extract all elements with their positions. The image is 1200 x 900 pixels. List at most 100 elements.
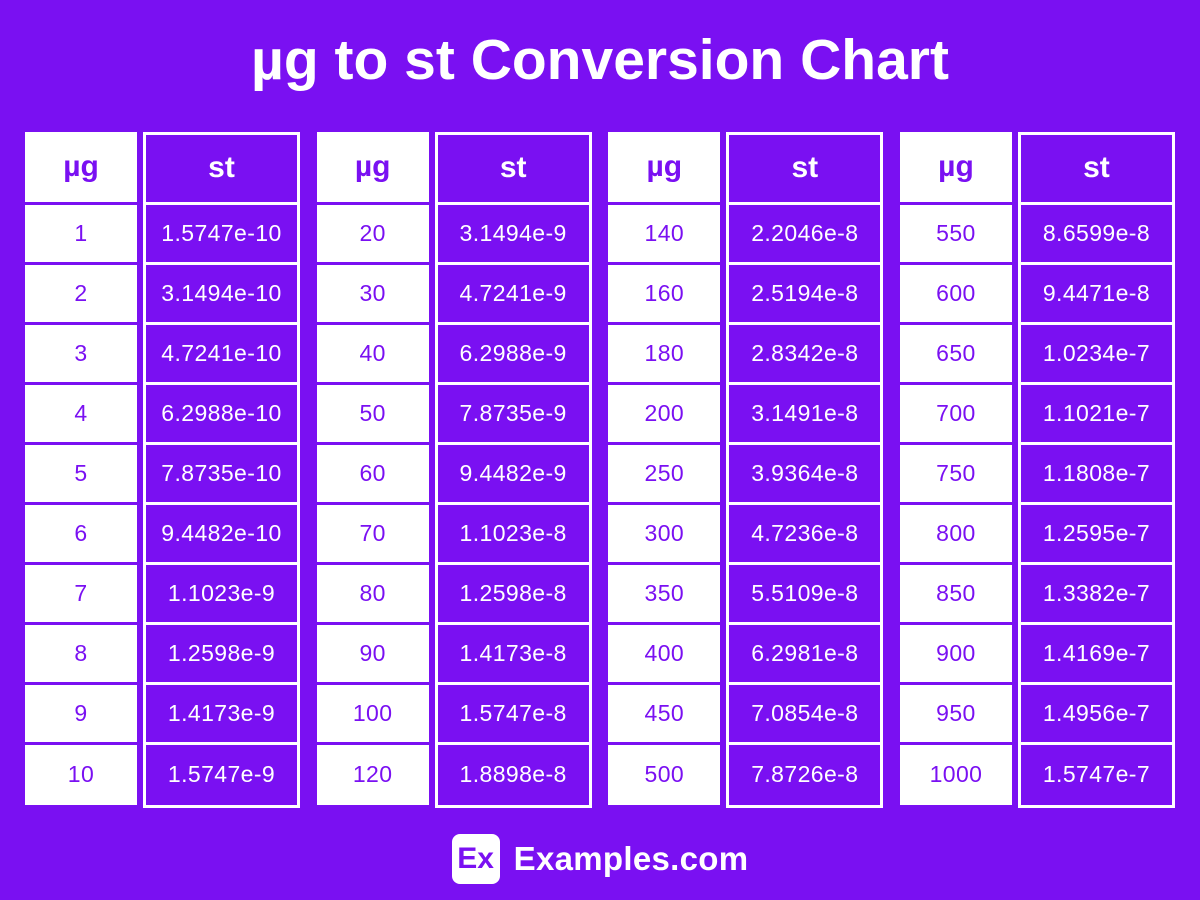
- ug-cell: 300: [608, 504, 721, 565]
- st-cell: 6.2988e-10: [146, 384, 297, 445]
- ug-cell: 60: [316, 444, 429, 505]
- ug-column: µg 550 600 650 700 750 800 850 900 950 1000: [899, 131, 1012, 808]
- ug-cell: 900: [899, 624, 1012, 685]
- st-cell: 1.5747e-7: [1020, 744, 1172, 805]
- ug-cell: 700: [899, 384, 1012, 445]
- ug-cell: 9: [25, 684, 137, 745]
- page-title: µg to st Conversion Chart: [251, 28, 949, 92]
- ug-cell: 8: [25, 624, 137, 685]
- ug-cell: 6: [25, 504, 137, 565]
- st-cell: 9.4482e-10: [146, 504, 297, 565]
- st-cell: 9.4482e-9: [437, 444, 589, 505]
- st-cell: 1.1023e-9: [146, 564, 297, 625]
- ug-cell: 120: [316, 744, 429, 805]
- st-cell: 1.0234e-7: [1020, 324, 1172, 385]
- ug-cell: 20: [316, 204, 429, 265]
- st-cell: 8.6599e-8: [1020, 204, 1172, 265]
- ug-cell: 850: [899, 564, 1012, 625]
- st-cell: 4.7236e-8: [729, 504, 881, 565]
- st-cell: 7.8735e-10: [146, 444, 297, 505]
- st-cell: 2.8342e-8: [729, 324, 881, 385]
- st-header-cell: st: [146, 134, 297, 205]
- st-header-cell: st: [437, 134, 589, 205]
- ug-cell: 4: [25, 384, 137, 445]
- st-cell: 3.1494e-10: [146, 264, 297, 325]
- footer-brand: Ex Examples.com: [0, 833, 1200, 884]
- ug-cell: 550: [899, 204, 1012, 265]
- st-cell: 1.2598e-8: [437, 564, 589, 625]
- st-header-cell: st: [1020, 134, 1172, 205]
- st-cell: 1.3382e-7: [1020, 564, 1172, 625]
- st-cell: 1.4169e-7: [1020, 624, 1172, 685]
- st-column: st 3.1494e-9 4.7241e-9 6.2988e-9 7.8735e-9 9.…: [434, 131, 592, 808]
- st-cell: 3.9364e-8: [729, 444, 881, 505]
- st-column: st 1.5747e-10 3.1494e-10 4.7241e-10 6.2988e-…: [143, 131, 300, 808]
- ug-cell: 2: [25, 264, 137, 325]
- ug-cell: 200: [608, 384, 721, 445]
- st-cell: 1.1808e-7: [1020, 444, 1172, 505]
- ug-header-cell: µg: [608, 131, 721, 205]
- st-cell: 4.7241e-9: [437, 264, 589, 325]
- st-cell: 5.5109e-8: [729, 564, 881, 625]
- ug-cell: 80: [316, 564, 429, 625]
- st-cell: 6.2988e-9: [437, 324, 589, 385]
- st-cell: 1.5747e-10: [146, 204, 297, 265]
- st-header-cell: st: [729, 134, 881, 205]
- st-cell: 2.2046e-8: [729, 204, 881, 265]
- ug-column: µg 20 30 40 50 60 70 80 90 100 120: [316, 131, 429, 808]
- ug-cell: 950: [899, 684, 1012, 745]
- st-column: st 8.6599e-8 9.4471e-8 1.0234e-7 1.1021e-7 1.…: [1017, 131, 1175, 808]
- st-cell: 4.7241e-10: [146, 324, 297, 385]
- brand-name: Examples.com: [513, 839, 749, 877]
- st-column: st 2.2046e-8 2.5194e-8 2.8342e-8 3.1491e-8 3.…: [726, 131, 884, 808]
- ug-cell: 160: [608, 264, 721, 325]
- st-cell: 1.5747e-9: [146, 744, 297, 805]
- st-cell: 3.1494e-9: [437, 204, 589, 265]
- ug-cell: 90: [316, 624, 429, 685]
- ug-cell: 7: [25, 564, 137, 625]
- st-cell: 7.8735e-9: [437, 384, 589, 445]
- ug-cell: 800: [899, 504, 1012, 565]
- ug-cell: 500: [608, 744, 721, 805]
- ug-cell: 100: [316, 684, 429, 745]
- st-cell: 7.0854e-8: [729, 684, 881, 745]
- ug-cell: 450: [608, 684, 721, 745]
- ug-header-cell: µg: [316, 131, 429, 205]
- ug-cell: 3: [25, 324, 137, 385]
- st-cell: 7.8726e-8: [729, 744, 881, 805]
- st-cell: 6.2981e-8: [729, 624, 881, 685]
- st-cell: 9.4471e-8: [1020, 264, 1172, 325]
- ug-cell: 5: [25, 444, 137, 505]
- ug-cell: 1000: [899, 744, 1012, 805]
- ug-header-cell: µg: [25, 131, 137, 205]
- st-cell: 1.1023e-8: [437, 504, 589, 565]
- st-cell: 1.8898e-8: [437, 744, 589, 805]
- st-cell: 1.2598e-9: [146, 624, 297, 685]
- st-cell: 1.5747e-8: [437, 684, 589, 745]
- ug-cell: 1: [25, 204, 137, 265]
- ug-cell: 350: [608, 564, 721, 625]
- st-cell: 1.4173e-8: [437, 624, 589, 685]
- st-cell: 1.4173e-9: [146, 684, 297, 745]
- ug-column: µg 140 160 180 200 250 300 350 400 450 500: [608, 131, 721, 808]
- ug-cell: 30: [316, 264, 429, 325]
- ug-cell: 50: [316, 384, 429, 445]
- ug-cell: 250: [608, 444, 721, 505]
- ug-cell: 180: [608, 324, 721, 385]
- ug-cell: 400: [608, 624, 721, 685]
- st-cell: 2.5194e-8: [729, 264, 881, 325]
- st-cell: 1.1021e-7: [1020, 384, 1172, 445]
- ug-cell: 40: [316, 324, 429, 385]
- ug-cell: 140: [608, 204, 721, 265]
- ug-column: µg 1 2 3 4 5 6 7 8 9 10: [25, 131, 137, 808]
- ug-cell: 10: [25, 744, 137, 805]
- ug-cell: 750: [899, 444, 1012, 505]
- ug-header-cell: µg: [899, 131, 1012, 205]
- st-cell: 3.1491e-8: [729, 384, 881, 445]
